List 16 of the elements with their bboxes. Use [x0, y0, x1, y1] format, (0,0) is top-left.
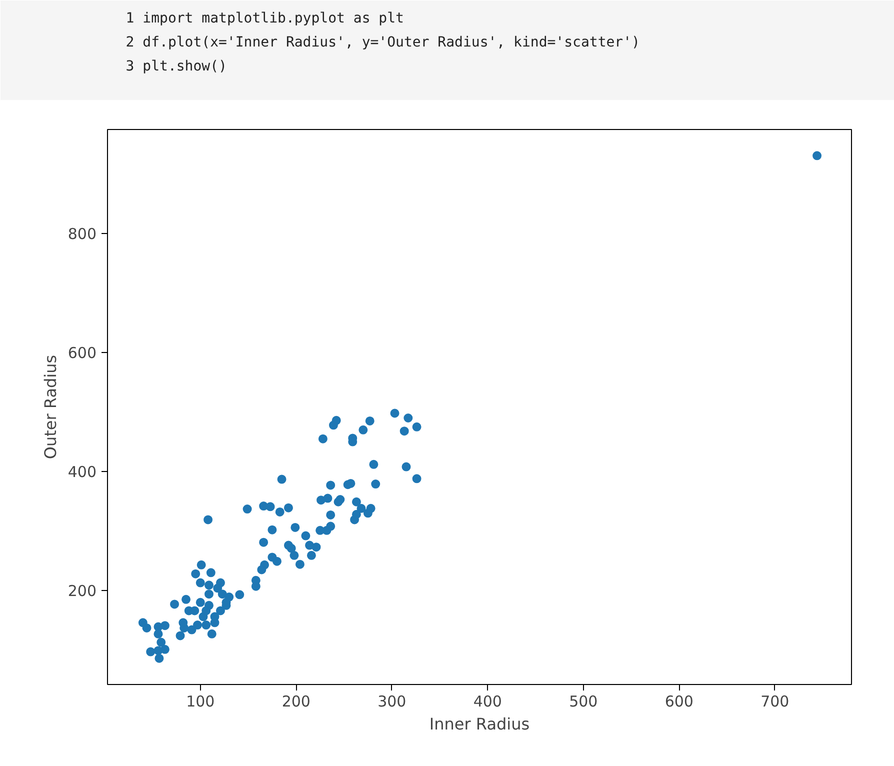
- x-tick-label: 500: [569, 692, 598, 710]
- x-axis-title: Inner Radius: [429, 714, 530, 734]
- x-tick-label: 600: [664, 692, 694, 710]
- y-tick-label: 400: [68, 463, 97, 482]
- x-tick-label: 300: [378, 692, 406, 710]
- y-tick-label: 600: [68, 344, 97, 362]
- text: 3 plt.show(): [126, 58, 227, 74]
- x-tick-label: 200: [282, 692, 310, 710]
- text: 2 df.plot(x='Inner Radius', y='Outer Radius', kind='scatter'): [126, 34, 640, 50]
- y-tick-label: 800: [68, 225, 97, 244]
- y-tick-label: 200: [68, 582, 97, 600]
- text: 1 import matplotlib.pyplot as plt: [126, 10, 404, 26]
- x-tick-label: 700: [760, 692, 790, 710]
- x-tick-label: 100: [186, 692, 215, 710]
- x-tick-label: 400: [473, 692, 502, 710]
- y-axis-title: Outer Radius: [40, 354, 60, 460]
